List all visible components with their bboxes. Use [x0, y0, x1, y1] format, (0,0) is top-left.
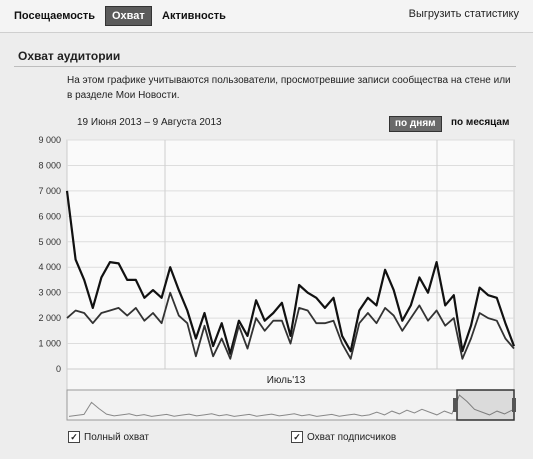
y-tick-label: 4 000: [38, 262, 61, 272]
y-tick-label: 1 000: [38, 339, 61, 349]
y-tick-label: 6 000: [38, 211, 61, 221]
legend-total-reach-label: Полный охват: [84, 431, 150, 443]
y-tick-label: 2 000: [38, 313, 61, 323]
navigator-handle-right: [512, 398, 516, 412]
section-divider: [14, 66, 516, 67]
series-line-2: [66, 291, 515, 360]
section-title: Охват аудитории: [18, 49, 121, 63]
navigator-handle-left: [453, 398, 457, 412]
by-days-button[interactable]: по дням: [389, 116, 442, 132]
date-range-label: 19 Июня 2013 – 9 Августа 2013: [77, 117, 222, 128]
y-tick-label: 3 000: [38, 288, 61, 298]
reach-chart: 0 1 000 2 000 3 000 4 000 5 000 6 000 7 000 8 00…: [38, 135, 516, 421]
navigator-selection: [456, 389, 515, 421]
export-statistics-link[interactable]: Выгрузить статистику: [408, 8, 519, 20]
tab-activity[interactable]: Активность: [162, 10, 226, 22]
y-tick-label: 9 000: [38, 135, 61, 145]
tab-reach[interactable]: Охват: [105, 6, 152, 26]
section-description: На этом графике учитываются пользователи…: [67, 75, 511, 101]
by-months-button[interactable]: по месяцам: [451, 117, 510, 128]
tab-attendance[interactable]: Посещаемость: [14, 10, 96, 22]
x-tick-label: Июль'13: [267, 375, 306, 386]
top-tab-bar: Посещаемость Охват Активность Выгрузить …: [0, 0, 533, 33]
total-reach-checkbox[interactable]: ✓: [68, 431, 80, 443]
subscriber-reach-checkbox[interactable]: ✓: [291, 431, 303, 443]
legend-subscriber-reach[interactable]: ✓ Охват подписчиков: [291, 431, 396, 443]
y-tick-label: 0: [56, 364, 61, 374]
navigator-line: [68, 394, 513, 417]
series-line-1: [65, 190, 516, 355]
y-tick-label: 8 000: [38, 160, 61, 170]
legend-subscriber-reach-label: Охват подписчиков: [307, 431, 397, 443]
y-tick-label: 5 000: [38, 237, 61, 247]
y-tick-label: 7 000: [38, 186, 61, 196]
legend-total-reach[interactable]: ✓ Полный охват: [68, 431, 149, 443]
